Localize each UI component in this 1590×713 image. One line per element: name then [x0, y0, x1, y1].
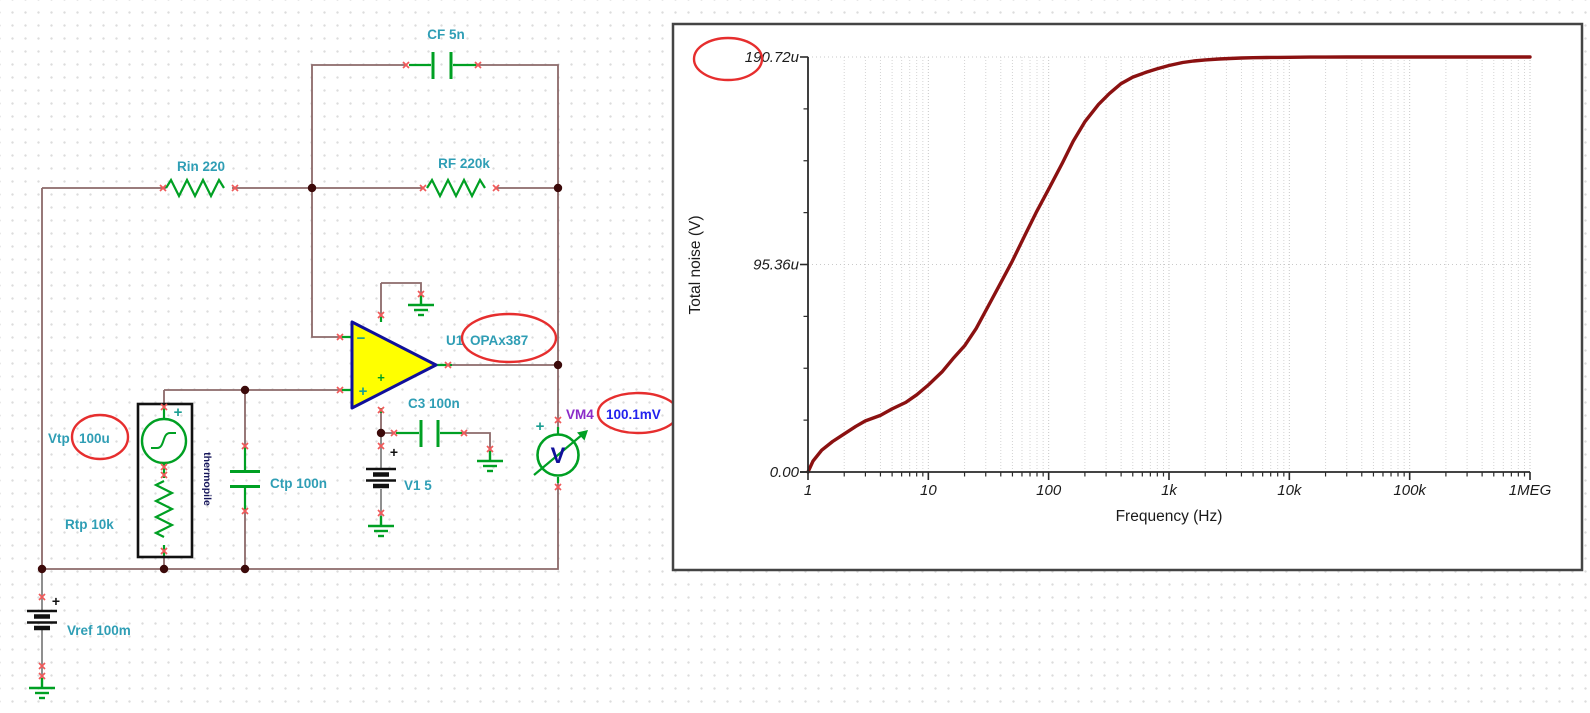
opamp-u1[interactable]: − + + U1 OPAx387: [350, 320, 528, 410]
y-tick-label: 0.00: [770, 464, 800, 481]
x-tick-label: 100k: [1393, 482, 1427, 499]
component-leads: [162, 63, 560, 557]
vm4-ref-label[interactable]: VM4: [566, 407, 594, 422]
annotation-ellipse-ymax: [692, 36, 764, 82]
battery-vref[interactable]: + Vref 100m: [27, 593, 131, 638]
capacitor-c3[interactable]: C3 100n: [408, 396, 460, 447]
battery-stems: [41, 433, 382, 678]
x-axis-title: Frequency (Hz): [1116, 508, 1223, 525]
x-tick-label: 1MEG: [1509, 482, 1552, 499]
pin-marks: [38, 61, 562, 680]
rin-label[interactable]: Rin 220: [177, 159, 225, 174]
resistor-rtp-zigzag: [153, 480, 175, 538]
capacitor-ctp[interactable]: Ctp 100n: [230, 470, 327, 492]
cf-label[interactable]: CF 5n: [427, 27, 465, 42]
plot-frame: [671, 22, 1584, 572]
voltmeter-letter: V: [551, 443, 566, 468]
c3-label[interactable]: C3 100n: [408, 396, 460, 411]
chart-ticks: [800, 56, 1531, 480]
x-tick-label: 1k: [1161, 482, 1178, 499]
y-tick-label: 190.72u: [745, 49, 800, 66]
vref-plus-sign: +: [52, 593, 60, 609]
battery-v1[interactable]: + V1 5: [366, 444, 432, 493]
ground-vref[interactable]: [27, 676, 57, 700]
annotation-ellipse-vtp-value: [70, 413, 130, 461]
noise-plot: 1 10 100 1k 10k 100k 1MEG 0.00 95.36u 190.72u Fre…: [671, 22, 1584, 572]
vref-label[interactable]: Vref 100m: [67, 623, 131, 638]
y-axis-title: Total noise (V): [687, 215, 704, 314]
source-sigmoid-icon: [151, 432, 176, 449]
chart-tick-labels: 1 10 100 1k 10k 100k 1MEG 0.00 95.36u 190.72u: [745, 49, 1552, 499]
thermopile-label[interactable]: thermopile: [201, 452, 213, 506]
resistor-rin[interactable]: Rin 220: [165, 159, 225, 199]
node-dots: [37, 183, 563, 574]
x-tick-label: 1: [804, 482, 812, 499]
v1-label[interactable]: V1 5: [404, 478, 432, 493]
thermopile-block[interactable]: + thermopile: [136, 402, 213, 559]
schematic: Rin 220 RF 220k CF 5n C3 100n − + + U1 O…: [27, 27, 680, 700]
ctp-label[interactable]: Ctp 100n: [270, 476, 327, 491]
rf-label[interactable]: RF 220k: [438, 156, 490, 171]
vm4-value[interactable]: 100.1mV: [606, 407, 661, 422]
annotation-ellipses: [70, 312, 680, 461]
voltmeter-vm4[interactable]: V + VM4 100.1mV: [533, 407, 661, 477]
x-tick-label: 10k: [1277, 482, 1303, 499]
vtp-value[interactable]: 100u: [79, 431, 110, 446]
x-tick-label: 100: [1036, 482, 1062, 499]
opamp-plus-sign: +: [359, 383, 368, 400]
capacitor-cf[interactable]: CF 5n: [427, 27, 465, 79]
opamp-power-plus-sign: +: [377, 370, 385, 385]
wire[interactable]: [41, 64, 559, 570]
vm4-plus-sign: +: [536, 418, 545, 435]
opamp-part-label[interactable]: OPAx387: [470, 333, 528, 348]
resistor-rf[interactable]: RF 220k: [426, 156, 490, 199]
ground-v1[interactable]: [366, 514, 396, 538]
ground-c3[interactable]: [475, 449, 505, 473]
opamp-ref-label[interactable]: U1: [446, 333, 464, 348]
y-tick-label: 95.36u: [753, 257, 800, 274]
x-tick-label: 10: [920, 482, 937, 499]
chart-curve: [806, 55, 1532, 474]
ground-opamp[interactable]: [406, 293, 436, 317]
rtp-label[interactable]: Rtp 10k: [65, 517, 114, 532]
v1-plus-sign: +: [390, 444, 398, 460]
noise-curve: [806, 55, 1532, 474]
annotation-ellipse-opamp: [460, 312, 558, 364]
vtp-plus-sign: +: [174, 404, 183, 421]
vtp-ref-label[interactable]: Vtp: [48, 431, 70, 446]
opamp-minus-sign: −: [357, 330, 366, 347]
